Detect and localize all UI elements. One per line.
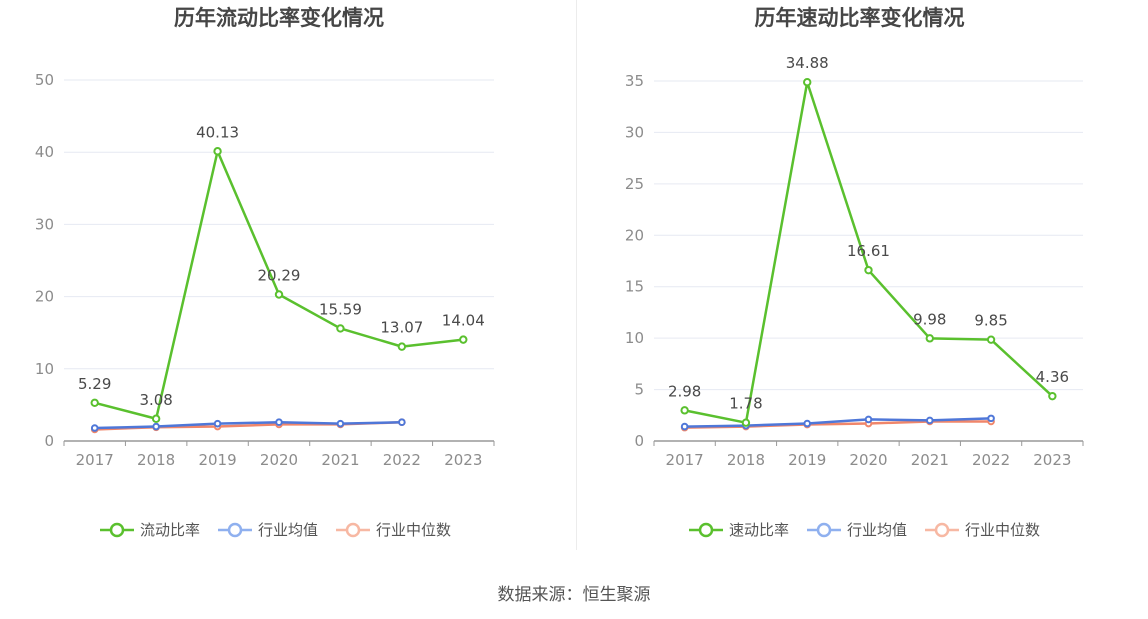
y-tick-label: 20 xyxy=(35,288,54,306)
data-point xyxy=(336,324,345,333)
legend-label: 行业均值 xyxy=(847,521,907,539)
x-tick-label: 2019 xyxy=(788,451,826,469)
data-label: 20.29 xyxy=(258,267,301,285)
legend-item-1: 行业均值 xyxy=(218,521,318,539)
series-line-1 xyxy=(684,417,992,428)
series-line-0 xyxy=(94,150,464,421)
chart-svg: 历年流动比率变化情况 0 10 20 30 40 50 2017 2018 2019 2020 202… xyxy=(35,6,495,539)
x-tick-label: 2017 xyxy=(76,451,114,469)
legend-label: 行业均值 xyxy=(258,521,318,539)
legend-item-2: 行业中位数 xyxy=(925,521,1040,539)
y-tick-label: 25 xyxy=(625,175,644,193)
legend-item-1: 行业均值 xyxy=(807,521,907,539)
data-label: 1.78 xyxy=(729,395,762,413)
data-point xyxy=(680,422,689,431)
y-tick-label: 10 xyxy=(625,329,644,347)
data-label: 9.98 xyxy=(913,310,946,328)
data-point xyxy=(398,418,406,427)
x-tick-label: 2018 xyxy=(727,451,765,469)
x-tick-label: 2022 xyxy=(383,451,421,469)
data-point xyxy=(803,78,812,87)
y-tick-label: 35 xyxy=(625,72,644,90)
data-point xyxy=(275,418,283,427)
y-tick-label: 40 xyxy=(35,143,54,161)
data-point xyxy=(152,422,160,431)
legend-marker-icon xyxy=(109,522,125,538)
data-point xyxy=(1048,391,1057,401)
data-point xyxy=(90,398,99,408)
quick-ratio-chart: 历年速动比率变化情况 0 5 10 15 20 25 30 35 2017 2018 2019 2020… xyxy=(577,0,1148,560)
legend-item-0: 速动比率 xyxy=(689,521,789,539)
data-label: 34.88 xyxy=(786,54,829,72)
data-label: 5.29 xyxy=(78,375,111,393)
data-point xyxy=(741,418,751,427)
data-point xyxy=(987,414,995,423)
data-label: 3.08 xyxy=(139,391,172,409)
y-tick-label: 5 xyxy=(634,381,644,399)
data-point xyxy=(213,147,222,156)
x-tick-label: 2019 xyxy=(198,451,236,469)
y-tick-label: 50 xyxy=(35,71,54,89)
data-point xyxy=(397,342,407,351)
data-point xyxy=(803,419,812,428)
data-label: 4.36 xyxy=(1036,368,1069,386)
data-point xyxy=(864,415,873,424)
legend-marker-icon xyxy=(816,522,832,538)
data-label: 40.13 xyxy=(196,123,239,141)
legend-label: 速动比率 xyxy=(729,521,789,539)
x-tick-label: 2023 xyxy=(444,451,482,469)
current-ratio-chart: 历年流动比率变化情况 0 10 20 30 40 50 2017 2018 2019 2020 202… xyxy=(0,0,576,560)
data-label: 13.07 xyxy=(380,319,423,337)
y-tick-label: 15 xyxy=(625,278,644,296)
y-tick-label: 10 xyxy=(35,360,54,378)
data-point xyxy=(151,414,161,423)
data-point xyxy=(680,406,689,415)
chart-title: 历年流动比率变化情况 xyxy=(174,6,384,30)
x-tick-label: 2020 xyxy=(849,451,887,469)
data-point xyxy=(986,335,996,344)
y-tick-label: 30 xyxy=(35,215,54,233)
x-tick-label: 2021 xyxy=(911,451,949,469)
legend-marker-icon xyxy=(345,522,361,538)
series-line-1 xyxy=(94,420,402,430)
data-point xyxy=(274,290,284,299)
legend-marker-icon xyxy=(227,522,243,538)
data-source-note: 数据来源：恒生聚源 xyxy=(497,585,651,605)
data-point xyxy=(459,335,468,344)
legend-label: 流动比率 xyxy=(140,521,200,539)
x-tick-label: 2018 xyxy=(137,451,175,469)
x-tick-label: 2022 xyxy=(972,451,1010,469)
x-tick-label: 2017 xyxy=(666,451,704,469)
data-point xyxy=(213,419,222,428)
data-label: 2.98 xyxy=(668,382,701,400)
data-label: 14.04 xyxy=(442,312,485,330)
data-label: 15.59 xyxy=(319,300,362,318)
x-tick-label: 2023 xyxy=(1033,451,1071,469)
y-tick-label: 0 xyxy=(634,432,644,450)
data-label: 9.85 xyxy=(974,312,1007,330)
legend-label: 行业中位数 xyxy=(965,521,1040,539)
y-tick-label: 30 xyxy=(625,123,644,141)
chart-title: 历年速动比率变化情况 xyxy=(755,6,965,30)
y-tick-label: 20 xyxy=(625,226,644,244)
x-tick-label: 2021 xyxy=(321,451,359,469)
chart-divider xyxy=(576,0,577,550)
data-label: 16.61 xyxy=(847,242,890,260)
chart-svg: 历年速动比率变化情况 0 5 10 15 20 25 30 35 2017 2018 2019 2020… xyxy=(625,6,1084,539)
legend-label: 行业中位数 xyxy=(376,521,451,539)
data-point xyxy=(864,265,873,275)
data-point xyxy=(90,424,99,432)
data-point xyxy=(336,419,345,428)
x-tick-label: 2020 xyxy=(260,451,298,469)
data-point xyxy=(925,334,934,343)
legend-marker-icon xyxy=(698,522,714,538)
y-tick-label: 0 xyxy=(44,432,54,450)
data-point xyxy=(925,416,934,425)
legend-marker-icon xyxy=(934,522,950,538)
legend-item-0: 流动比率 xyxy=(100,521,200,539)
legend-item-2: 行业中位数 xyxy=(336,521,451,539)
